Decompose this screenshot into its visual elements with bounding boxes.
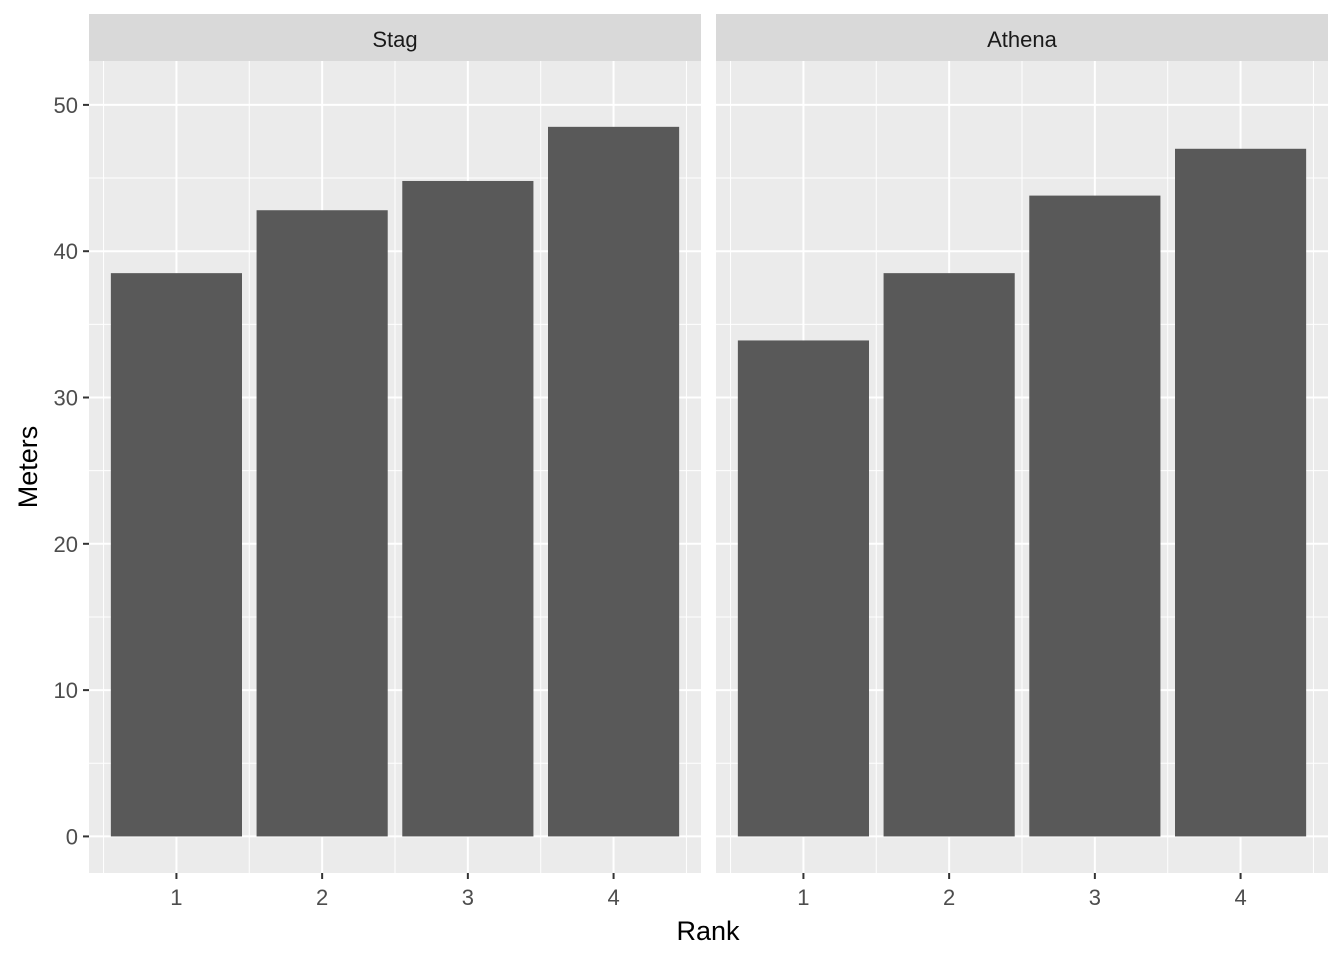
y-tick-label: 10 bbox=[54, 678, 78, 703]
y-tick-label: 0 bbox=[66, 824, 78, 849]
x-tick-label: 1 bbox=[170, 885, 182, 910]
y-tick-label: 20 bbox=[54, 532, 78, 557]
x-tick-label: 1 bbox=[797, 885, 809, 910]
x-tick-label: 2 bbox=[316, 885, 328, 910]
bar-stag-3 bbox=[402, 180, 534, 837]
bar-stag-2 bbox=[256, 210, 388, 837]
y-tick-label: 30 bbox=[54, 386, 78, 411]
bar-stag-4 bbox=[548, 126, 680, 837]
x-tick-label: 4 bbox=[1234, 885, 1246, 910]
facet-strip bbox=[89, 14, 701, 61]
x-tick-label: 2 bbox=[943, 885, 955, 910]
x-tick-label: 3 bbox=[1089, 885, 1101, 910]
y-axis-title: Meters bbox=[13, 426, 43, 509]
bar-athena-2 bbox=[883, 273, 1015, 837]
bar-stag-1 bbox=[110, 273, 242, 837]
x-tick-label: 3 bbox=[462, 885, 474, 910]
y-tick-label: 50 bbox=[54, 93, 78, 118]
x-axis-title: Rank bbox=[676, 916, 740, 946]
facet-strip bbox=[716, 14, 1328, 61]
bar-athena-3 bbox=[1029, 195, 1161, 837]
facet-label: Stag bbox=[372, 27, 417, 52]
facet-label: Athena bbox=[987, 27, 1057, 52]
bar-athena-4 bbox=[1175, 148, 1307, 837]
x-tick-label: 4 bbox=[607, 885, 619, 910]
bar-athena-1 bbox=[737, 340, 869, 837]
y-tick-label: 40 bbox=[54, 239, 78, 264]
